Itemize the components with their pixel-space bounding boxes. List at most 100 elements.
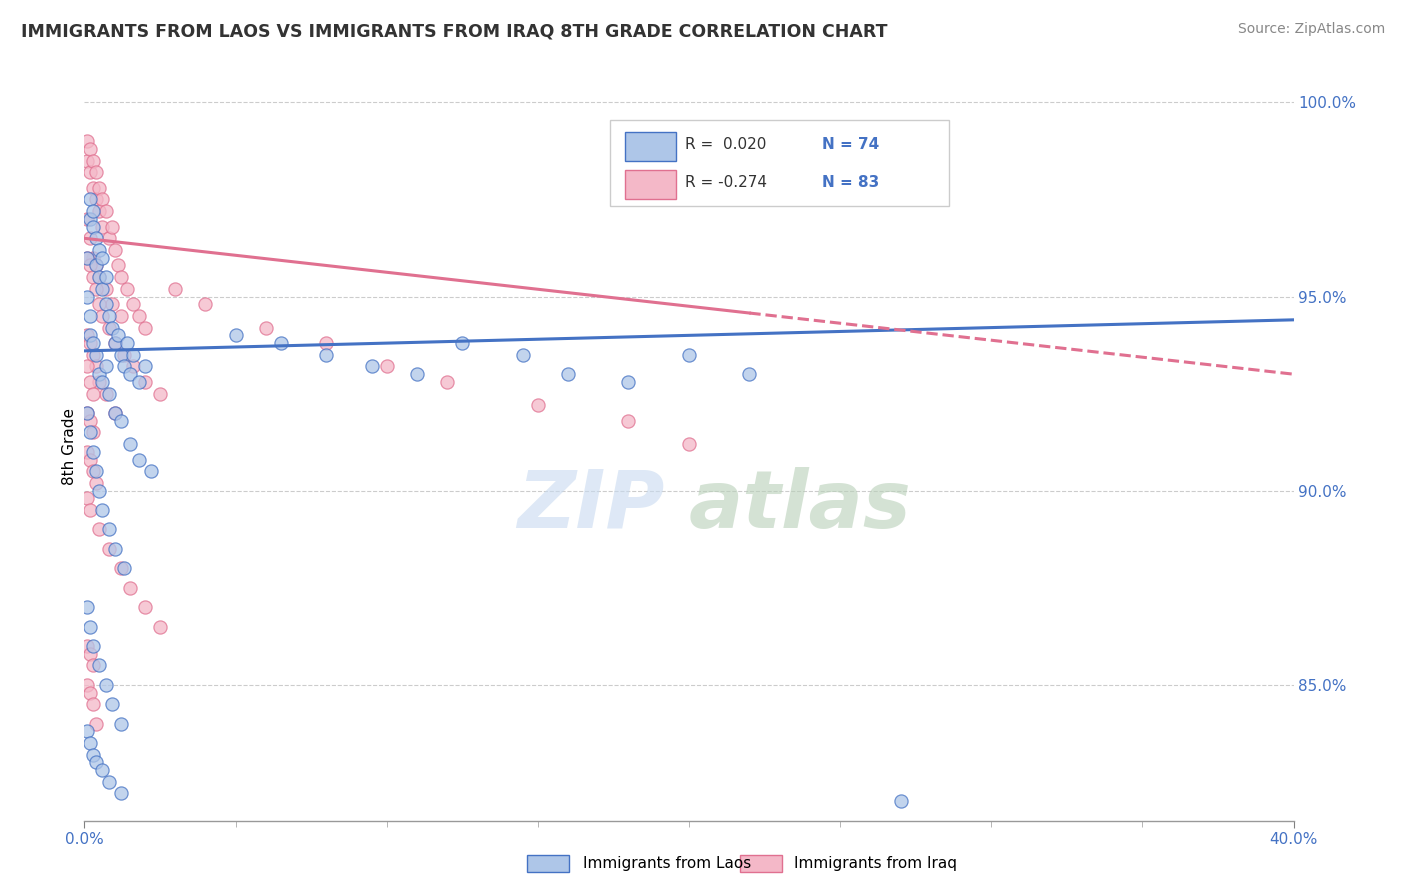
Point — [112, 359, 135, 374]
Point — [94, 386, 117, 401]
Point — [76, 600, 98, 615]
Point — [134, 320, 156, 334]
Point — [86, 259, 108, 273]
Point — [104, 243, 127, 257]
Point — [89, 483, 111, 498]
Point — [97, 320, 120, 334]
FancyBboxPatch shape — [610, 120, 949, 206]
Point — [86, 193, 108, 207]
Point — [97, 309, 120, 323]
Point — [112, 561, 135, 575]
Point — [79, 736, 101, 750]
Point — [128, 452, 150, 467]
Point — [82, 204, 104, 219]
Point — [79, 503, 101, 517]
Point — [254, 320, 277, 334]
Point — [89, 270, 111, 285]
Point — [86, 259, 108, 273]
Point — [89, 658, 111, 673]
Point — [270, 336, 292, 351]
Point — [436, 375, 458, 389]
Point — [86, 756, 108, 770]
Point — [79, 259, 101, 273]
Point — [194, 297, 217, 311]
Point — [104, 406, 127, 420]
Text: atlas: atlas — [689, 467, 911, 545]
Text: R =  0.020: R = 0.020 — [685, 136, 766, 152]
Text: N = 74: N = 74 — [823, 136, 879, 152]
Point — [79, 685, 101, 699]
Point — [76, 639, 98, 653]
Point — [82, 270, 104, 285]
Point — [76, 211, 98, 226]
Point — [82, 153, 104, 168]
Point — [82, 251, 104, 265]
Point — [94, 204, 117, 219]
Point — [149, 386, 172, 401]
Point — [91, 309, 114, 323]
Point — [79, 336, 101, 351]
Point — [82, 336, 104, 351]
Point — [89, 297, 111, 311]
Point — [82, 639, 104, 653]
Point — [678, 437, 700, 451]
Point — [110, 414, 132, 428]
Text: N = 83: N = 83 — [823, 175, 879, 190]
Point — [89, 243, 111, 257]
Point — [79, 375, 101, 389]
Point — [890, 794, 912, 808]
Point — [315, 348, 337, 362]
Point — [104, 541, 127, 556]
Point — [97, 774, 120, 789]
Point — [110, 348, 132, 362]
Point — [678, 348, 700, 362]
Point — [76, 251, 98, 265]
Point — [79, 414, 101, 428]
Point — [100, 697, 122, 711]
Point — [97, 523, 120, 537]
Point — [82, 219, 104, 234]
Point — [115, 336, 138, 351]
Point — [107, 328, 129, 343]
Point — [94, 297, 117, 311]
Point — [115, 282, 138, 296]
Point — [527, 398, 550, 412]
Point — [112, 348, 135, 362]
Point — [134, 600, 156, 615]
Point — [86, 348, 108, 362]
Point — [79, 231, 101, 245]
Point — [104, 336, 127, 351]
Point — [76, 153, 98, 168]
Point — [91, 251, 114, 265]
Point — [512, 348, 534, 362]
Point — [118, 437, 141, 451]
Point — [86, 359, 108, 374]
FancyBboxPatch shape — [624, 170, 676, 199]
Point — [165, 282, 187, 296]
Text: IMMIGRANTS FROM LAOS VS IMMIGRANTS FROM IRAQ 8TH GRADE CORRELATION CHART: IMMIGRANTS FROM LAOS VS IMMIGRANTS FROM … — [21, 22, 887, 40]
Point — [89, 367, 111, 381]
Point — [225, 328, 247, 343]
Point — [128, 375, 150, 389]
Point — [110, 270, 132, 285]
Point — [107, 259, 129, 273]
Point — [82, 658, 104, 673]
Point — [134, 375, 156, 389]
Y-axis label: 8th Grade: 8th Grade — [62, 408, 77, 484]
FancyBboxPatch shape — [740, 855, 782, 872]
Point — [82, 464, 104, 478]
Point — [86, 165, 108, 179]
Text: R = -0.274: R = -0.274 — [685, 175, 768, 190]
Point — [76, 251, 98, 265]
Point — [76, 445, 98, 459]
Point — [89, 270, 111, 285]
Point — [76, 289, 98, 303]
Point — [94, 270, 117, 285]
Point — [76, 406, 98, 420]
Point — [89, 523, 111, 537]
Point — [89, 204, 111, 219]
Point — [91, 763, 114, 777]
Point — [79, 328, 101, 343]
Point — [118, 367, 141, 381]
Point — [89, 375, 111, 389]
